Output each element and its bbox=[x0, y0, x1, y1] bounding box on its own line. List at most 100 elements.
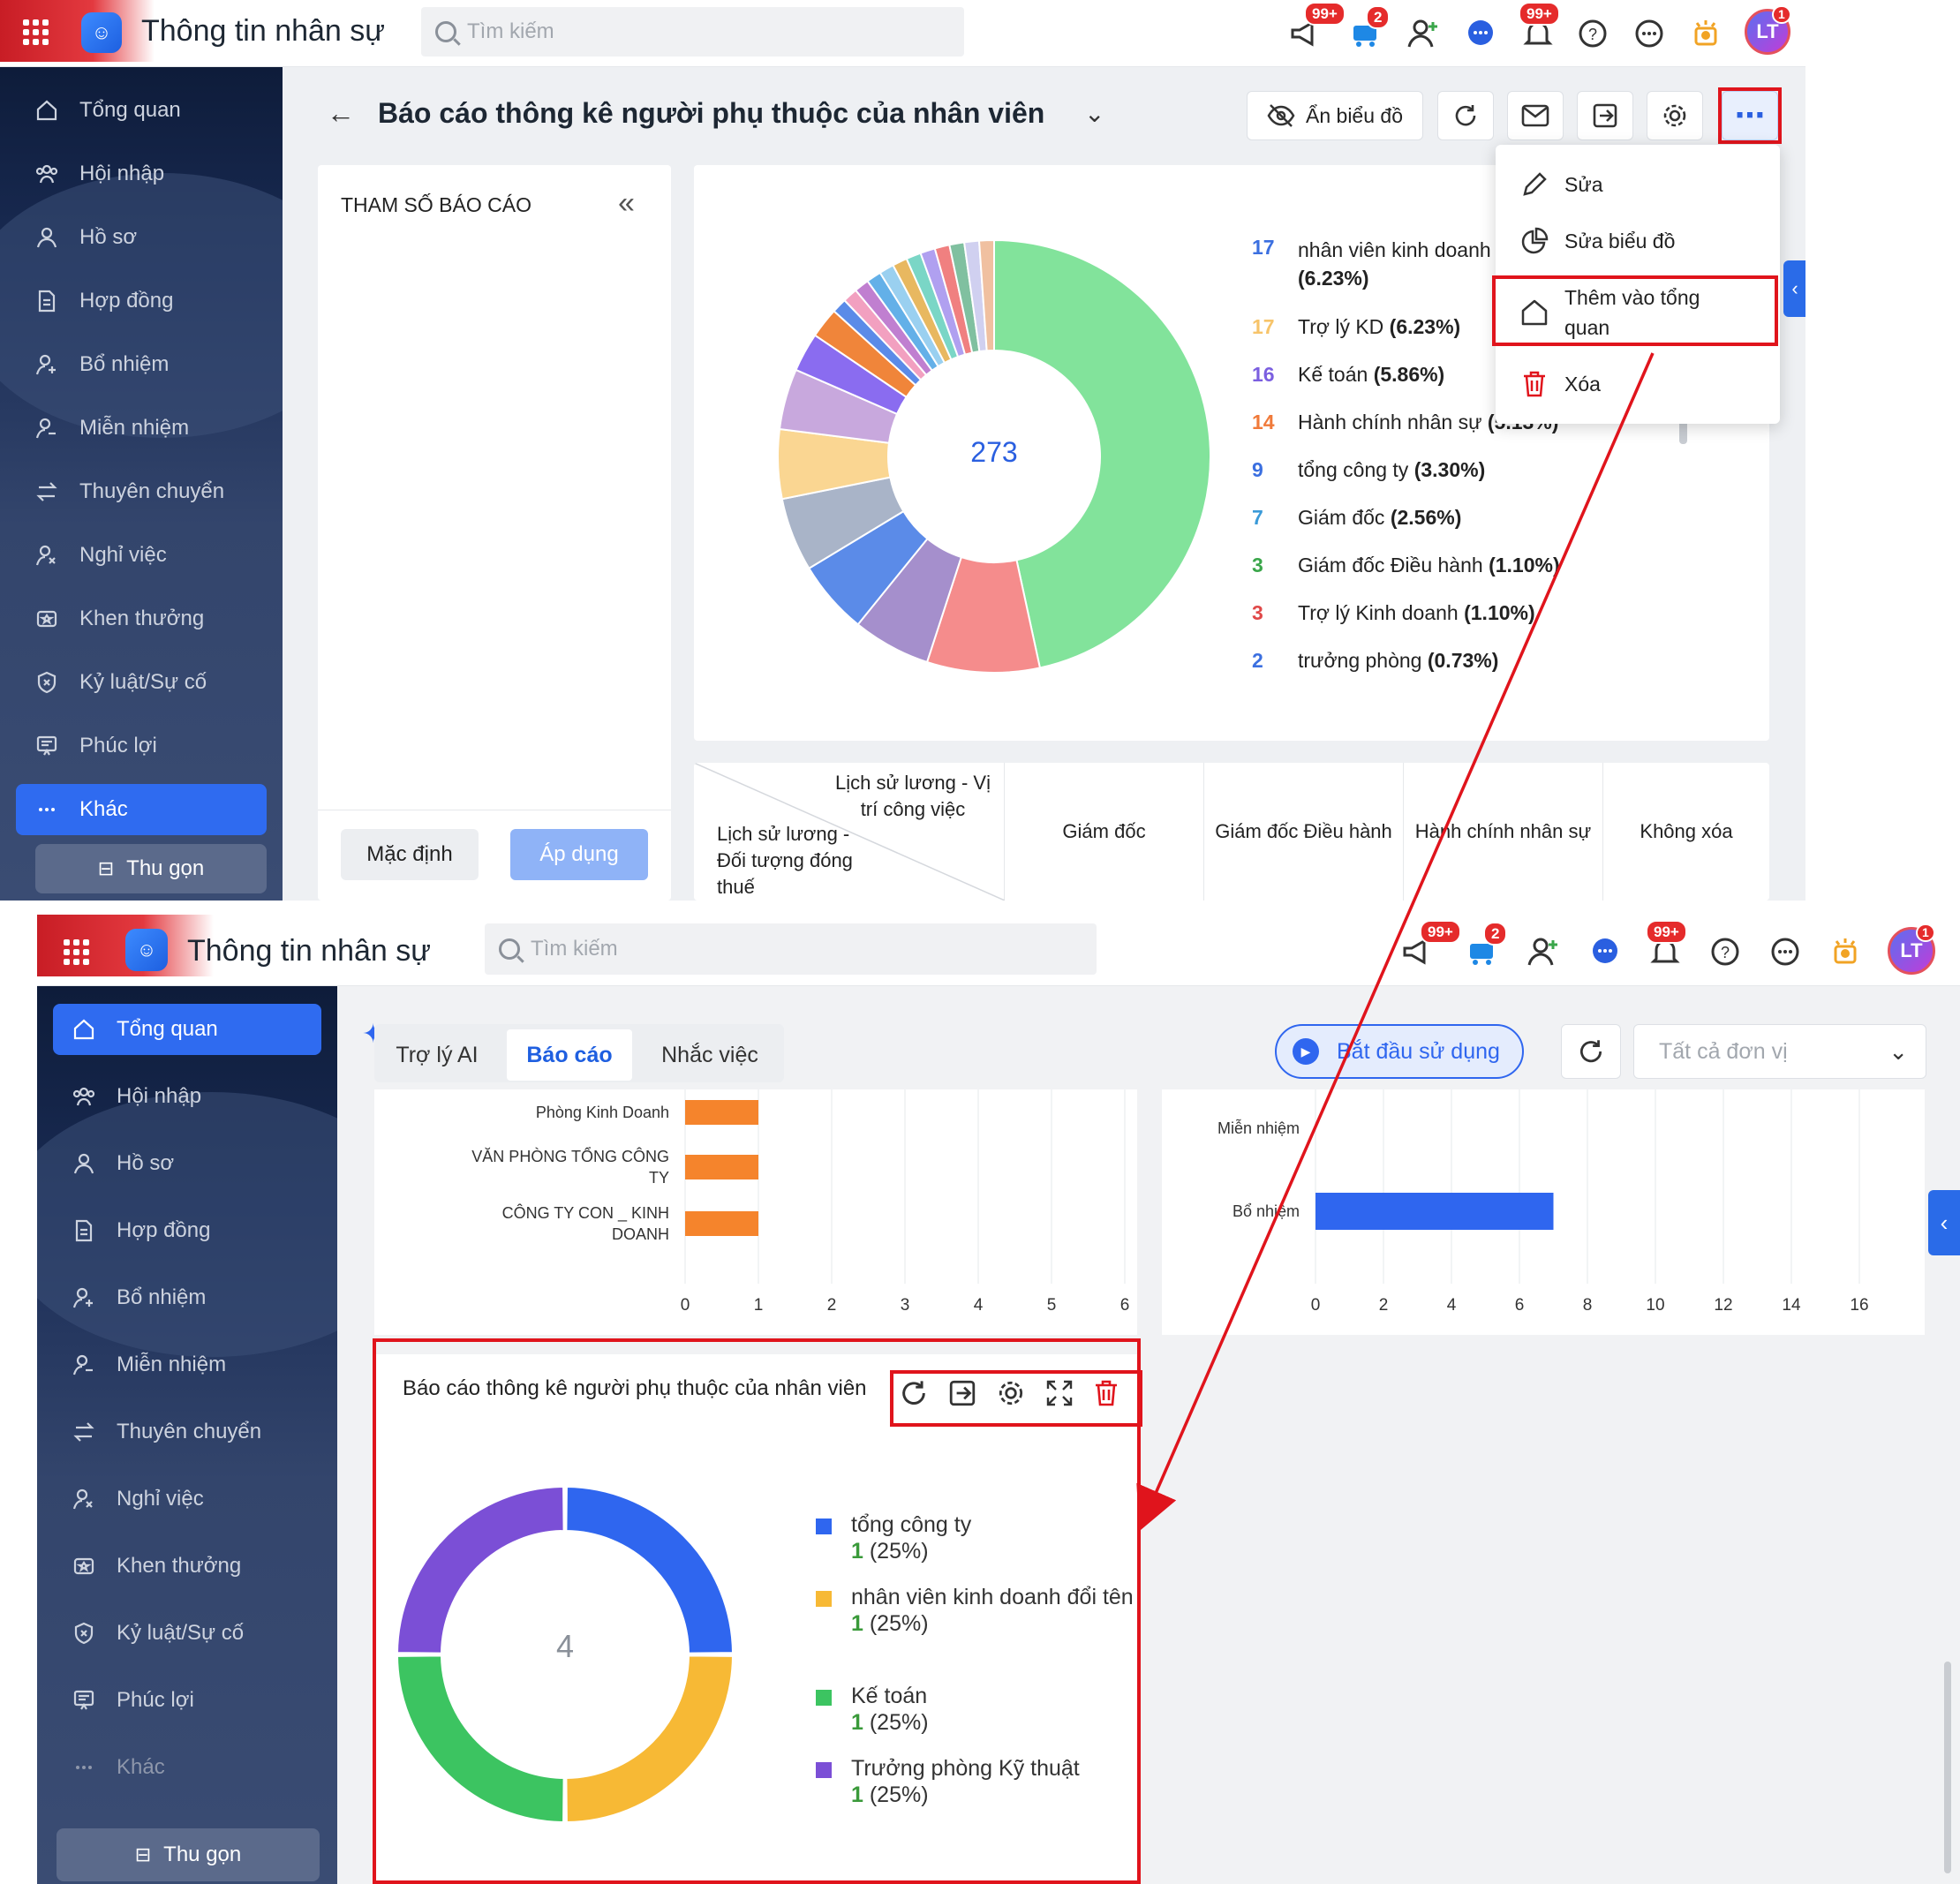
tab-reminders[interactable]: Nhắc việc bbox=[661, 1042, 758, 1067]
column-header[interactable]: Không xóa bbox=[1640, 820, 1733, 842]
widget-legend-item[interactable]: Kế toán 1 (25%) bbox=[816, 1683, 1134, 1736]
category-label: TY bbox=[649, 1169, 669, 1187]
legend-item[interactable]: 17 nhân viên kinh doanh (6.23%) bbox=[1252, 236, 1501, 290]
sidebar-item-7[interactable]: Thuyên chuyển bbox=[16, 466, 267, 517]
legend-item[interactable]: 7 Giám đốc (2.56%) bbox=[1252, 506, 1461, 541]
help-icon[interactable]: ? bbox=[1573, 14, 1612, 53]
sidebar-item-4[interactable]: Hợp đồng bbox=[53, 1205, 321, 1256]
page-scrollbar[interactable] bbox=[1944, 1662, 1951, 1873]
default-button[interactable]: Mặc định bbox=[341, 829, 479, 880]
sidebar-item-1[interactable]: Tổng quan bbox=[53, 1004, 321, 1055]
more-button[interactable]: ⋯ bbox=[1722, 91, 1778, 140]
donut-slice[interactable] bbox=[977, 238, 995, 352]
sidebar-item-11[interactable]: Phúc lợi bbox=[53, 1675, 321, 1726]
sidebar-item-9[interactable]: Khen thưởng bbox=[53, 1541, 321, 1592]
sidebar-item-4[interactable]: Hợp đồng bbox=[16, 275, 267, 327]
legend-item[interactable]: 9 tổng công ty (3.30%) bbox=[1252, 458, 1485, 494]
help-icon[interactable]: ? bbox=[1706, 932, 1745, 971]
sidebar-item-5[interactable]: Bổ nhiệm bbox=[16, 339, 267, 390]
idea-icon[interactable] bbox=[1686, 14, 1725, 53]
sidebar-item-7[interactable]: Thuyên chuyển bbox=[53, 1406, 321, 1458]
menu-item-edit[interactable]: Sửa bbox=[1496, 162, 1780, 207]
tab-reports[interactable]: Báo cáo bbox=[507, 1029, 632, 1081]
donut-slice[interactable] bbox=[565, 1487, 733, 1654]
sidebar-item-6[interactable]: Miễn nhiệm bbox=[16, 403, 267, 454]
add-user-icon[interactable] bbox=[1524, 932, 1563, 971]
app-grid-icon[interactable] bbox=[23, 19, 49, 45]
legend-item[interactable]: 17 Trợ lý KD (6.23%) bbox=[1252, 315, 1460, 350]
app-grid-icon[interactable] bbox=[64, 939, 89, 965]
sidebar-item-12[interactable]: Khác bbox=[16, 784, 267, 835]
sidebar-item-3[interactable]: Hồ sơ bbox=[16, 212, 267, 263]
menu-item-delete[interactable]: Xóa bbox=[1496, 362, 1780, 406]
widget-legend-item[interactable]: tổng công ty 1 (25%) bbox=[816, 1511, 1134, 1564]
column-header[interactable]: Hành chính nhân sự bbox=[1404, 763, 1603, 901]
trash-icon[interactable] bbox=[1093, 1378, 1119, 1408]
more-circle-icon[interactable] bbox=[1630, 14, 1669, 53]
legend-item[interactable]: 2 trưởng phòng (0.73%) bbox=[1252, 649, 1498, 684]
sidebar-item-2[interactable]: Hội nhập bbox=[16, 148, 267, 200]
sidebar-item-9[interactable]: Khen thưởng bbox=[16, 593, 267, 644]
column-header[interactable]: Giám đốc Điều hành bbox=[1204, 763, 1404, 901]
sidebar-item-5[interactable]: Bổ nhiệm bbox=[53, 1272, 321, 1323]
side-panel-toggle[interactable]: ‹ bbox=[1783, 260, 1805, 317]
side-panel-toggle[interactable]: ‹ bbox=[1928, 1190, 1960, 1255]
sidebar-item-6[interactable]: Miễn nhiệm bbox=[53, 1339, 321, 1390]
sidebar-item-1[interactable]: Tổng quan bbox=[16, 85, 267, 136]
sidebar-item-10[interactable]: Kỷ luật/Sự cố bbox=[16, 657, 267, 708]
refresh-button[interactable] bbox=[1437, 91, 1494, 140]
sidebar-item-12[interactable]: Khác bbox=[53, 1742, 321, 1793]
bar[interactable] bbox=[685, 1100, 758, 1125]
bar[interactable] bbox=[685, 1155, 758, 1179]
donut-slice[interactable] bbox=[565, 1654, 733, 1822]
refresh-button[interactable] bbox=[1561, 1024, 1621, 1079]
title-chevron-down-icon[interactable]: ⌄ bbox=[1084, 100, 1105, 127]
sidebar-item-11[interactable]: Phúc lợi bbox=[16, 720, 267, 772]
search-input[interactable]: Tìm kiếm bbox=[421, 7, 964, 57]
menu-item-add-to-overview[interactable]: Thêm vào tổng quan bbox=[1496, 275, 1780, 350]
back-icon[interactable]: ← bbox=[327, 97, 355, 129]
email-button[interactable] bbox=[1507, 91, 1564, 140]
expand-icon[interactable] bbox=[1045, 1379, 1074, 1407]
hide-chart-button[interactable]: Ẩn biểu đồ bbox=[1247, 91, 1423, 140]
more-circle-icon[interactable] bbox=[1766, 932, 1805, 971]
legend-swatch bbox=[816, 1519, 832, 1534]
sidebar-item-10[interactable]: Kỷ luật/Sự cố bbox=[53, 1608, 321, 1659]
bar[interactable] bbox=[1315, 1193, 1554, 1230]
sidebar-item-8[interactable]: Nghỉ việc bbox=[16, 530, 267, 581]
export-button[interactable] bbox=[1577, 91, 1633, 140]
donut-slice[interactable] bbox=[397, 1654, 565, 1822]
sidebar-item-8[interactable]: Nghỉ việc bbox=[53, 1473, 321, 1525]
refresh-icon[interactable] bbox=[899, 1378, 929, 1408]
legend-item[interactable]: 16 Kế toán (5.86%) bbox=[1252, 363, 1444, 398]
idea-icon[interactable] bbox=[1826, 932, 1865, 971]
add-user-icon[interactable] bbox=[1404, 14, 1443, 53]
legend-item[interactable]: 3 Giám đốc Điều hành (1.10%) bbox=[1252, 554, 1560, 589]
menu-item-edit-chart[interactable]: Sửa biểu đồ bbox=[1496, 219, 1780, 263]
settings-button[interactable] bbox=[1647, 91, 1703, 140]
tab-ai-assistant[interactable]: Trợ lý AI bbox=[396, 1042, 479, 1067]
chat-icon[interactable] bbox=[1586, 932, 1625, 971]
apply-button[interactable]: Áp dụng bbox=[510, 829, 648, 880]
sidebar-item-3[interactable]: Hồ sơ bbox=[53, 1138, 321, 1189]
donut-slice[interactable] bbox=[397, 1487, 565, 1654]
export-icon[interactable] bbox=[948, 1379, 976, 1407]
collapse-button[interactable]: ⊟ Thu gọn bbox=[57, 1828, 320, 1881]
column-header[interactable]: Giám đốc bbox=[1005, 763, 1204, 901]
avatar[interactable]: LT bbox=[1745, 9, 1790, 55]
collapse-button[interactable]: ⊟ Thu gọn bbox=[35, 844, 267, 893]
announcement-icon[interactable] bbox=[1285, 14, 1323, 53]
widget-legend-item[interactable]: nhân viên kinh doanh đổi tên 1 (25%) bbox=[816, 1584, 1134, 1637]
sidebar-item-2[interactable]: Hội nhập bbox=[53, 1071, 321, 1122]
start-using-button[interactable]: ▶ Bắt đầu sử dụng bbox=[1275, 1024, 1524, 1079]
legend-scrollbar[interactable] bbox=[1679, 418, 1687, 444]
legend-item[interactable]: 3 Trợ lý Kinh doanh (1.10%) bbox=[1252, 601, 1535, 637]
search-input[interactable]: Tìm kiếm bbox=[485, 923, 1097, 975]
unit-select[interactable]: Tất cả đơn vị ⌄ bbox=[1633, 1024, 1926, 1079]
gear-icon[interactable] bbox=[996, 1378, 1026, 1408]
widget-legend-item[interactable]: Trưởng phòng Kỹ thuật 1 (25%) bbox=[816, 1755, 1134, 1808]
chat-icon[interactable] bbox=[1461, 14, 1500, 53]
cart-icon[interactable] bbox=[1346, 14, 1384, 53]
collapse-left-icon[interactable]: « bbox=[618, 186, 635, 220]
bar[interactable] bbox=[685, 1211, 758, 1236]
